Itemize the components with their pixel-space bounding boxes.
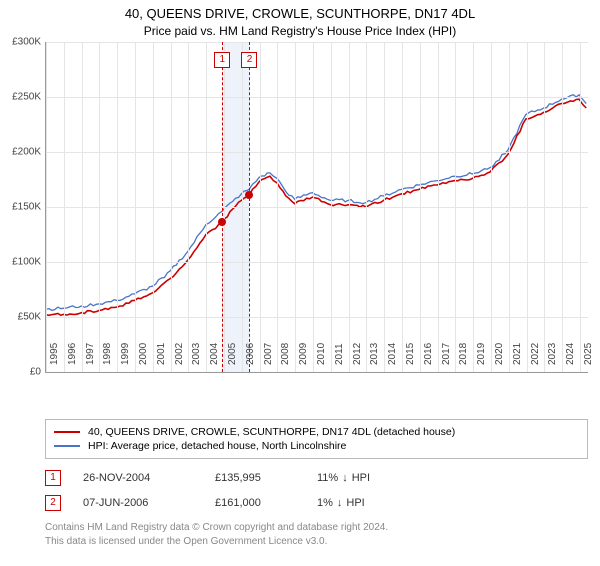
x-tick-label: 1999 [120, 343, 131, 365]
event-marker: 1 [214, 52, 230, 68]
x-tick-label: 2009 [298, 343, 309, 365]
legend-label: 40, QUEENS DRIVE, CROWLE, SCUNTHORPE, DN… [88, 426, 455, 438]
event-diff: 11% HPI [317, 472, 370, 484]
x-tick-label: 1995 [49, 343, 60, 365]
event-diff: 1% HPI [317, 497, 365, 509]
legend-row: HPI: Average price, detached house, Nort… [54, 439, 579, 453]
arrow-down-icon [342, 472, 348, 484]
y-tick-label: £50K [1, 312, 41, 323]
arrow-down-icon [337, 497, 343, 509]
series-hpi [46, 95, 586, 311]
x-tick-label: 2016 [423, 343, 434, 365]
legend-swatch [54, 445, 80, 447]
event-date: 26-NOV-2004 [83, 472, 193, 484]
event-price: £161,000 [215, 497, 295, 509]
legend-swatch [54, 431, 80, 433]
x-tick-label: 2014 [387, 343, 398, 365]
event-diff-ref: HPI [352, 472, 370, 484]
legend: 40, QUEENS DRIVE, CROWLE, SCUNTHORPE, DN… [45, 419, 588, 459]
y-tick-label: £100K [1, 257, 41, 268]
footer-line-1: Contains HM Land Registry data © Crown c… [45, 521, 588, 535]
legend-label: HPI: Average price, detached house, Nort… [88, 440, 346, 452]
x-tick-label: 2025 [583, 343, 594, 365]
event-index-box: 2 [45, 495, 61, 511]
event-diff-pct: 1% [317, 497, 333, 509]
y-tick-label: £300K [1, 37, 41, 48]
event-diff-ref: HPI [346, 497, 364, 509]
x-tick-label: 2020 [494, 343, 505, 365]
event-row: 1 26-NOV-2004 £135,995 11% HPI [45, 467, 588, 492]
x-tick-label: 2023 [547, 343, 558, 365]
event-point [245, 191, 253, 199]
x-tick-label: 1997 [85, 343, 96, 365]
x-tick-label: 1996 [67, 343, 78, 365]
x-tick-label: 2019 [476, 343, 487, 365]
event-point [218, 218, 226, 226]
x-tick-label: 2007 [263, 343, 274, 365]
event-table: 1 26-NOV-2004 £135,995 11% HPI 2 07-JUN-2006 £1… [45, 467, 588, 517]
event-row: 2 07-JUN-2006 £161,000 1% HPI [45, 492, 588, 517]
x-tick-label: 2010 [316, 343, 327, 365]
x-tick-label: 1998 [102, 343, 113, 365]
chart-subtitle: Price paid vs. HM Land Registry's House … [0, 24, 600, 38]
x-tick-label: 2024 [565, 343, 576, 365]
x-tick-label: 2008 [280, 343, 291, 365]
y-tick-label: £0 [1, 367, 41, 378]
y-tick-label: £150K [1, 202, 41, 213]
x-tick-label: 2011 [334, 343, 345, 365]
x-tick-label: 2003 [191, 343, 202, 365]
chart-title: 40, QUEENS DRIVE, CROWLE, SCUNTHORPE, DN… [0, 6, 600, 21]
x-tick-label: 2004 [209, 343, 220, 365]
x-tick-label: 2001 [156, 343, 167, 365]
y-tick-label: £250K [1, 92, 41, 103]
x-tick-label: 2000 [138, 343, 149, 365]
chart-container: 40, QUEENS DRIVE, CROWLE, SCUNTHORPE, DN… [0, 6, 600, 566]
x-tick-label: 2017 [441, 343, 452, 365]
x-tick-label: 2021 [512, 343, 523, 365]
x-tick-label: 2002 [174, 343, 185, 365]
legend-row: 40, QUEENS DRIVE, CROWLE, SCUNTHORPE, DN… [54, 425, 579, 439]
event-diff-pct: 11% [317, 472, 338, 484]
x-tick-label: 2018 [458, 343, 469, 365]
footer-line-2: This data is licensed under the Open Gov… [45, 535, 588, 549]
event-date: 07-JUN-2006 [83, 497, 193, 509]
event-marker: 2 [241, 52, 257, 68]
x-tick-label: 2012 [352, 343, 363, 365]
attribution: Contains HM Land Registry data © Crown c… [45, 521, 588, 548]
event-index-box: 1 [45, 470, 61, 486]
y-tick-label: £200K [1, 147, 41, 158]
x-tick-label: 2013 [369, 343, 380, 365]
event-price: £135,995 [215, 472, 295, 484]
x-tick-label: 2005 [227, 343, 238, 365]
x-tick-label: 2022 [530, 343, 541, 365]
x-tick-label: 2015 [405, 343, 416, 365]
plot-area: £0£50K£100K£150K£200K£250K£300K199519961… [45, 42, 588, 373]
